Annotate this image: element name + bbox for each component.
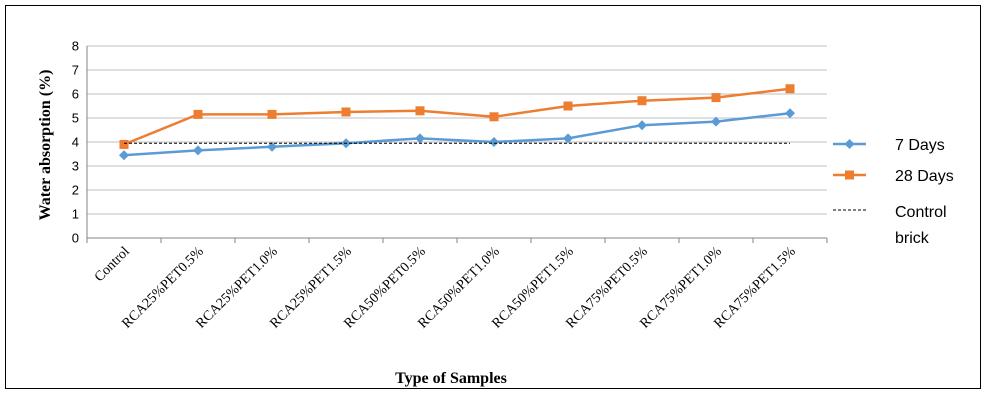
x-tick-label-8: RCA75%PET1.0% [638,244,726,332]
data-point-square [267,109,277,119]
legend-label-control-brick: Control brick [895,204,947,247]
series-line-1 [123,87,791,146]
y-tick-label-6: 6 [72,87,79,102]
data-point-square [711,93,721,103]
data-point-diamond [785,108,795,119]
y-tick-label-8: 8 [72,39,79,54]
x-tick-labels: ControlRCA25%PET0.5%RCA25%PET1.0%RCA25%P… [92,244,799,332]
legend-entry-0: 7 Days [833,137,945,154]
series-1 [119,84,795,149]
data-point-square [119,139,129,149]
series-0 [119,108,795,161]
data-point-diamond [563,133,573,144]
legend-label-1: 28 Days [895,168,954,185]
data-point-diamond [489,137,499,147]
data-point-square [637,96,647,106]
y-tick-labels: 0 1 2 3 4 5 6 7 8 [72,39,79,246]
chart-frame [5,5,981,389]
x-tick-label-6: RCA50%PET1.5% [490,244,578,332]
x-tick-label-7: RCA75%PET0.5% [564,244,652,332]
data-point-diamond [637,120,647,131]
legend-marker-diamond [844,139,855,149]
series-line-0 [123,111,791,157]
data-point-diamond [119,150,129,161]
data-point-diamond [415,133,425,144]
legend-marker-square [845,170,854,180]
y-tick-label-5: 5 [72,111,79,126]
x-tick-label-5: RCA50%PET1.0% [416,244,504,332]
legend: 7 Days 28 Days Control brick [833,137,954,247]
data-point-square [489,112,499,122]
x-tick-label-9: RCA75%PET1.5% [712,244,800,332]
x-tick-label-4: RCA50%PET0.5% [342,244,430,332]
x-axis-title: Type of Samples [395,370,507,387]
gridlines [87,45,827,215]
data-point-diamond [267,141,277,152]
legend-entry-1: 28 Days [833,168,954,185]
x-tick-label-0: Control [92,244,133,285]
axes [86,46,828,243]
x-tick-label-3: RCA25%PET1.5% [268,244,356,332]
y-tick-label-0: 0 [72,231,79,246]
data-point-square [563,101,573,111]
data-point-square [193,109,203,119]
y-tick-label-3: 3 [72,159,79,174]
data-point-diamond [711,116,721,127]
y-tick-label-4: 4 [72,135,79,150]
legend-label-0: 7 Days [895,137,945,154]
data-point-square [785,84,795,94]
data-point-diamond [193,145,203,156]
x-tick-label-2: RCA25%PET1.0% [194,244,282,332]
y-tick-label-7: 7 [72,63,79,78]
legend-label-line: Control [895,204,947,221]
data-point-square [341,107,351,117]
legend-entry-2: Control brick [833,204,947,247]
legend-label-line: brick [895,230,930,247]
y-tick-label-1: 1 [72,207,79,222]
y-axis-title: Water absorption (%) [37,70,54,221]
y-tick-label-2: 2 [72,183,79,198]
x-tick-label-1: RCA25%PET0.5% [120,244,208,332]
series-layer [119,84,795,161]
data-point-square [415,106,425,116]
